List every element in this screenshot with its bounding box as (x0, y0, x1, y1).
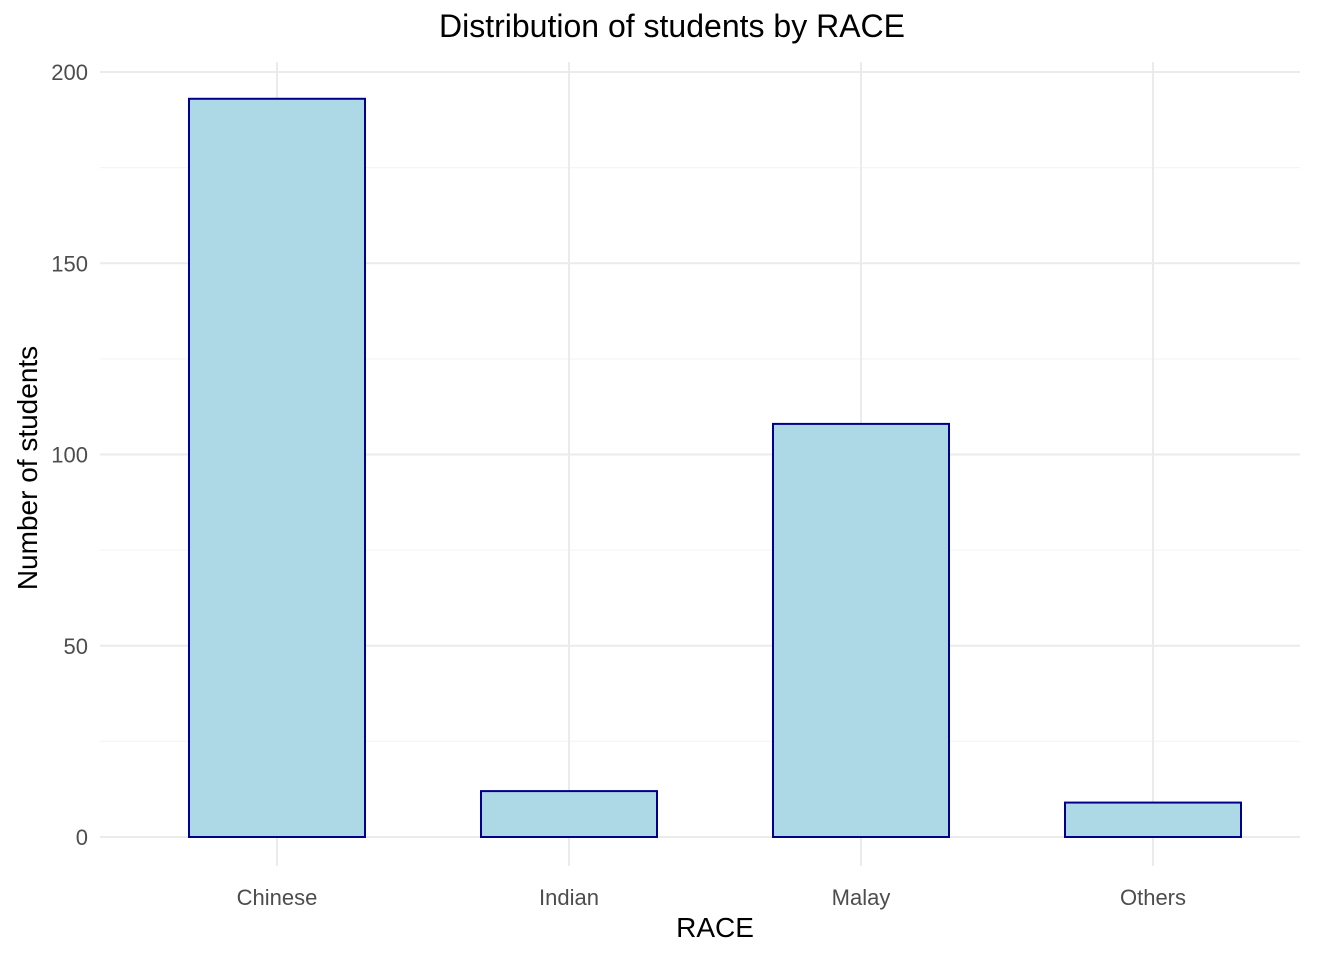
bar-malay (772, 422, 950, 838)
bar-indian (480, 790, 658, 838)
y-axis-title: Number of students (12, 345, 43, 591)
x-tick-label: Indian (539, 885, 599, 910)
bar-chinese (188, 97, 366, 838)
y-tick-label: 0 (76, 825, 88, 850)
bar-others (1064, 801, 1242, 839)
x-axis-title: RACE (676, 912, 754, 943)
y-tick-label: 150 (51, 251, 88, 276)
y-tick-label: 200 (51, 60, 88, 85)
bars (188, 97, 1242, 839)
y-tick-label: 100 (51, 443, 88, 468)
x-tick-label: Malay (832, 885, 891, 910)
x-tick-label: Others (1120, 885, 1186, 910)
x-tick-label: Chinese (237, 885, 318, 910)
chart-title: Distribution of students by RACE (439, 8, 905, 44)
y-tick-labels: 0 50 100 150 200 (51, 60, 88, 850)
x-tick-labels: Chinese Indian Malay Others (237, 885, 1186, 910)
y-tick-label: 50 (64, 634, 88, 659)
